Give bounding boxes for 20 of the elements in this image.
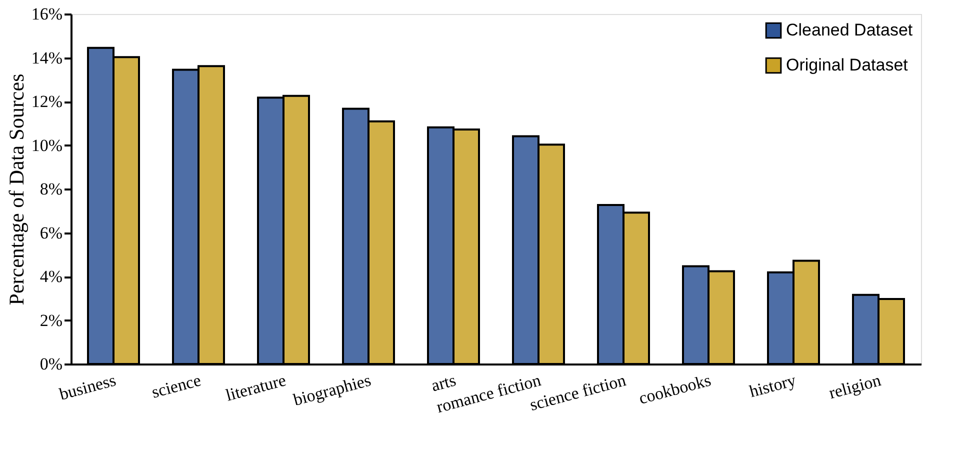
- legend-label: Cleaned Dataset: [786, 20, 913, 40]
- y-tick-label: 8%: [40, 180, 62, 198]
- x-tick-label: literature: [224, 370, 288, 405]
- y-tick-label: 14%: [31, 48, 62, 68]
- x-tick-label: history: [747, 370, 798, 402]
- y-tick-label: 16%: [31, 4, 62, 24]
- x-tick-label: cookbooks: [636, 370, 713, 408]
- y-tick-label: 2%: [40, 310, 62, 330]
- y-tick-label: 0%: [40, 354, 62, 374]
- x-tick-label: arts: [429, 370, 458, 396]
- legend-label: Original Dataset: [786, 56, 908, 74]
- y-tick-label: 12%: [31, 92, 62, 111]
- x-tick-label: business: [57, 370, 118, 404]
- x-tick-label: science: [150, 370, 203, 402]
- y-axis-title: Percentage of Data Sources: [4, 74, 28, 306]
- x-tick-label: religion: [826, 370, 884, 403]
- y-tick-label: 10%: [31, 136, 62, 155]
- x-tick-label: biographies: [291, 370, 373, 410]
- y-tick-label: 6%: [40, 223, 62, 242]
- y-tick-label: 4%: [40, 267, 62, 286]
